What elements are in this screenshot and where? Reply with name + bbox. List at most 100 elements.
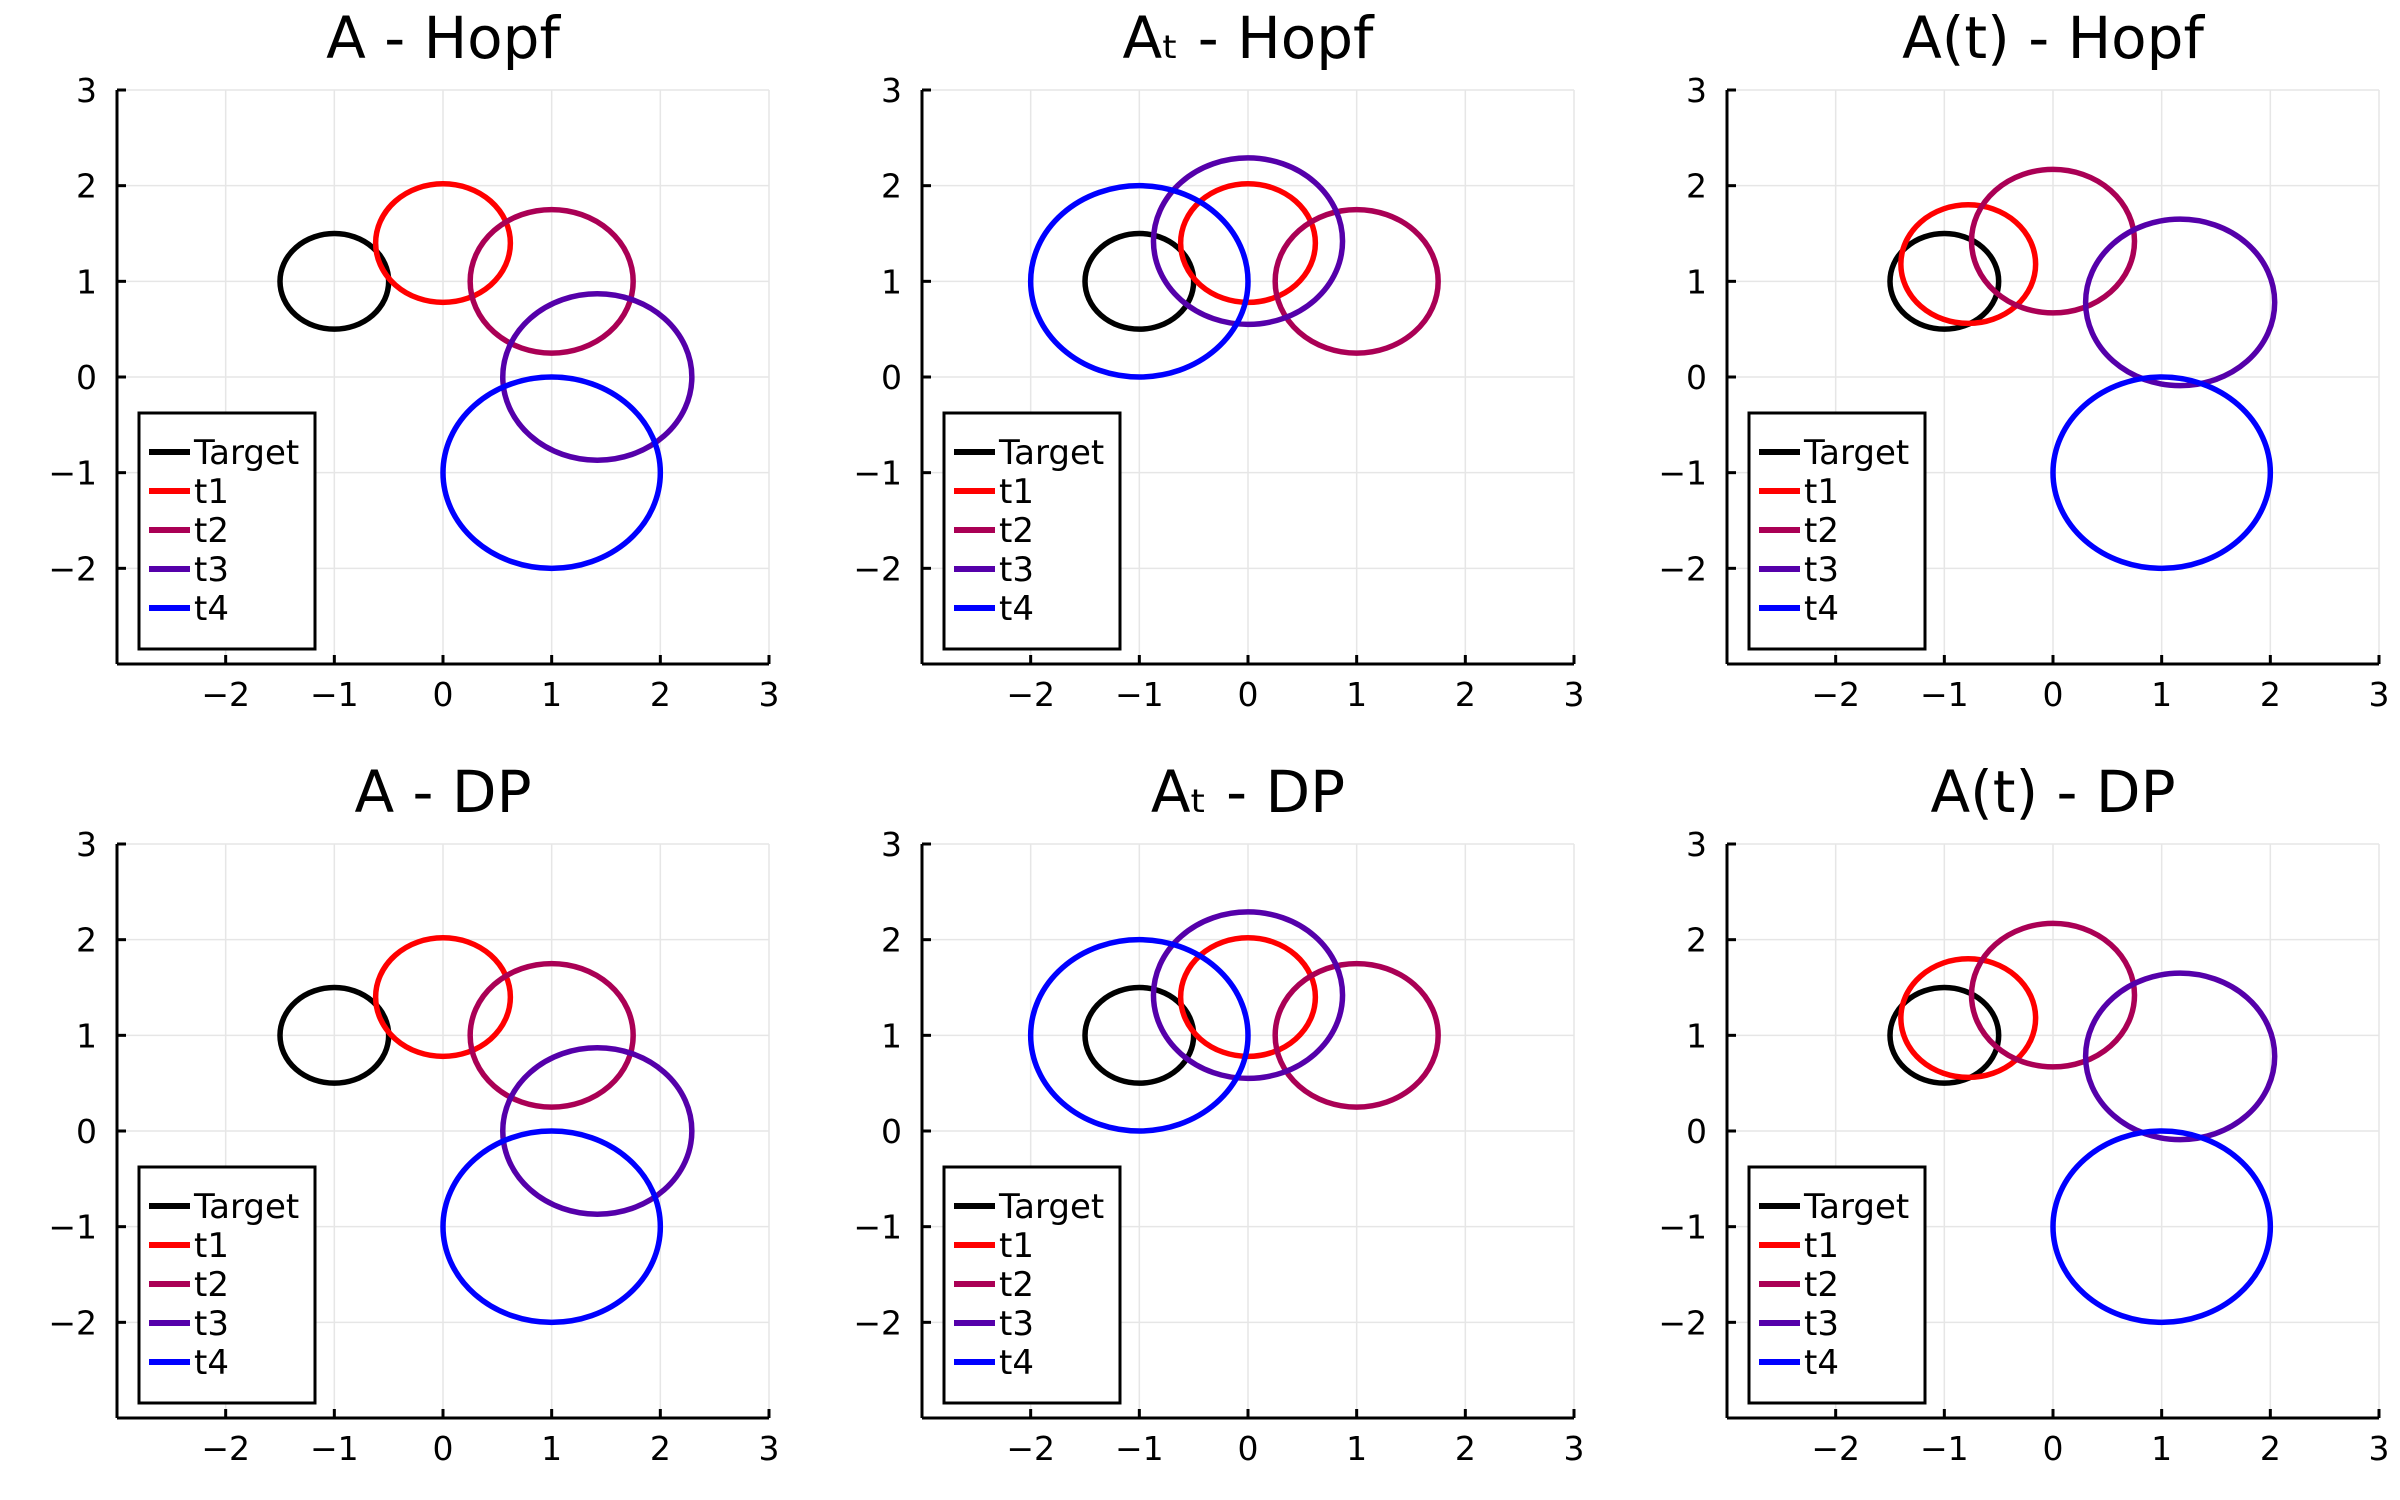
chart-1-plot-area (277, 181, 695, 572)
chart-5-series-t4 (1027, 936, 1251, 1134)
chart-5-x-tick-label: 1 (1346, 1429, 1367, 1468)
chart-6-y-tick-label: −1 (1658, 1208, 1707, 1247)
chart-5-legend-label-target: Target (998, 1187, 1104, 1227)
chart-3-series-t2 (1968, 166, 2138, 316)
chart-5-x-tick-label: −2 (1006, 1429, 1055, 1468)
chart-4-y-tick-label: 0 (76, 1112, 97, 1151)
chart-1-y-tick-label: −2 (48, 549, 97, 588)
chart-2-x-tick-label: 1 (1346, 675, 1367, 714)
chart-6-x-tick-label: 0 (2043, 1429, 2064, 1468)
chart-4-x-tick-label: 2 (650, 1429, 671, 1468)
chart-6-x-tick-label: −2 (1811, 1429, 1860, 1468)
chart-6-y-tick-label: 1 (1686, 1016, 1707, 1055)
chart-1-title: A - Hopf (326, 4, 561, 72)
chart-2-y-tick-label: 3 (881, 71, 902, 110)
chart-4-series-t2 (467, 960, 636, 1110)
chart-6-legend-label-t2: t2 (1804, 1265, 1839, 1305)
chart-1-x-tick-label: 1 (541, 675, 562, 714)
chart-3-y-tick-label: 0 (1686, 358, 1707, 397)
chart-5-y-tick-label: −2 (853, 1303, 902, 1342)
chart-2-legend-label-t1: t1 (999, 472, 1034, 512)
chart-2-y-tick-label: 2 (881, 167, 902, 206)
chart-3-x-tick-label: 1 (2151, 675, 2172, 714)
chart-1-y-tick-label: 1 (76, 262, 97, 301)
chart-5-legend-label-t3: t3 (999, 1304, 1034, 1344)
chart-6-series-t1 (1898, 956, 2039, 1081)
chart-3-legend-label-t2: t2 (1804, 511, 1839, 551)
chart-2-y-tick-label: −2 (853, 549, 902, 588)
chart-3-panel: A(t) - Hopf −2 −1 0 1 2 3 −2 −1 0 1 2 3 Targett1t2t3t… (1658, 4, 2389, 714)
chart-2-y-tick-label: −1 (853, 454, 902, 493)
chart-1-legend-label-t1: t1 (194, 472, 229, 512)
chart-1-series-t4 (440, 374, 664, 572)
chart-6-y-tick-label: 0 (1686, 1112, 1707, 1151)
chart-5-y-tick-label: −1 (853, 1208, 902, 1247)
chart-1-legend-label-target: Target (193, 433, 299, 473)
chart-1-y-tick-label: 0 (76, 358, 97, 397)
chart-3-legend-label-target: Target (1803, 433, 1909, 473)
chart-4-legend-label-t2: t2 (194, 1265, 229, 1305)
chart-3-y-tick-label: −1 (1658, 454, 1707, 493)
chart-5-legend-label-t1: t1 (999, 1226, 1034, 1266)
chart-6-legend-label-t1: t1 (1804, 1226, 1839, 1266)
chart-4-legend-label-t4: t4 (194, 1343, 229, 1383)
chart-2-series-t2 (1272, 206, 1441, 356)
chart-4-series-t1 (372, 935, 514, 1060)
chart-2-legend-label-t3: t3 (999, 550, 1034, 590)
chart-3-y-tick-label: 3 (1686, 71, 1707, 110)
chart-2-y-tick-label: 0 (881, 358, 902, 397)
chart-4-legend-label-t3: t3 (194, 1304, 229, 1344)
chart-4-x-tick-label: −2 (201, 1429, 250, 1468)
chart-6-series-target (1887, 984, 2002, 1086)
chart-2-x-tick-label: 2 (1455, 675, 1476, 714)
chart-2-y-tick-label: 1 (881, 262, 902, 301)
chart-6-legend-label-t4: t4 (1804, 1343, 1839, 1383)
chart-6-legend-label-t3: t3 (1804, 1304, 1839, 1344)
chart-4-legend-label-target: Target (193, 1187, 299, 1227)
chart-2-title: Aₜ - Hopf (1123, 4, 1375, 72)
chart-3-y-tick-label: −2 (1658, 549, 1707, 588)
chart-6-x-tick-label: −1 (1920, 1429, 1969, 1468)
chart-4-plot-area (277, 935, 695, 1326)
chart-3-series-t4 (2050, 374, 2274, 572)
chart-1-legend-label-t3: t3 (194, 550, 229, 590)
chart-6-y-tick-label: 3 (1686, 825, 1707, 864)
chart-4-series-t3 (500, 1045, 695, 1217)
chart-5-series-t2 (1272, 960, 1441, 1110)
chart-1-series-t2 (467, 206, 636, 356)
chart-5-series-t3 (1150, 909, 1346, 1082)
chart-2-legend-label-t4: t4 (999, 589, 1034, 629)
chart-4-y-tick-label: −1 (48, 1208, 97, 1247)
chart-2-legend-label-target: Target (998, 433, 1104, 473)
chart-4-y-tick-label: 3 (76, 825, 97, 864)
chart-4-title: A - DP (354, 758, 531, 826)
chart-2-x-tick-label: −2 (1006, 675, 1055, 714)
chart-1-y-tick-label: −1 (48, 454, 97, 493)
chart-4-x-tick-label: 1 (541, 1429, 562, 1468)
chart-4-y-tick-label: 1 (76, 1016, 97, 1055)
chart-1-x-tick-label: −2 (201, 675, 250, 714)
chart-5-y-tick-label: 1 (881, 1016, 902, 1055)
chart-1-x-tick-label: 2 (650, 675, 671, 714)
chart-5-x-tick-label: 0 (1238, 1429, 1259, 1468)
chart-6-plot-area (1887, 920, 2278, 1326)
chart-2-x-tick-label: −1 (1115, 675, 1164, 714)
chart-4-legend-label-t1: t1 (194, 1226, 229, 1266)
chart-4-x-tick-label: 3 (759, 1429, 780, 1468)
chart-2-series-t3 (1150, 155, 1346, 328)
chart-2-series-t4 (1027, 182, 1251, 380)
chart-3-y-tick-label: 1 (1686, 262, 1707, 301)
chart-1-x-tick-label: 3 (759, 675, 780, 714)
chart-3-legend-label-t1: t1 (1804, 472, 1839, 512)
chart-3-series-target (1887, 230, 2002, 332)
chart-1-y-tick-label: 2 (76, 167, 97, 206)
chart-3-legend-label-t4: t4 (1804, 589, 1839, 629)
chart-3-x-tick-label: 0 (2043, 675, 2064, 714)
